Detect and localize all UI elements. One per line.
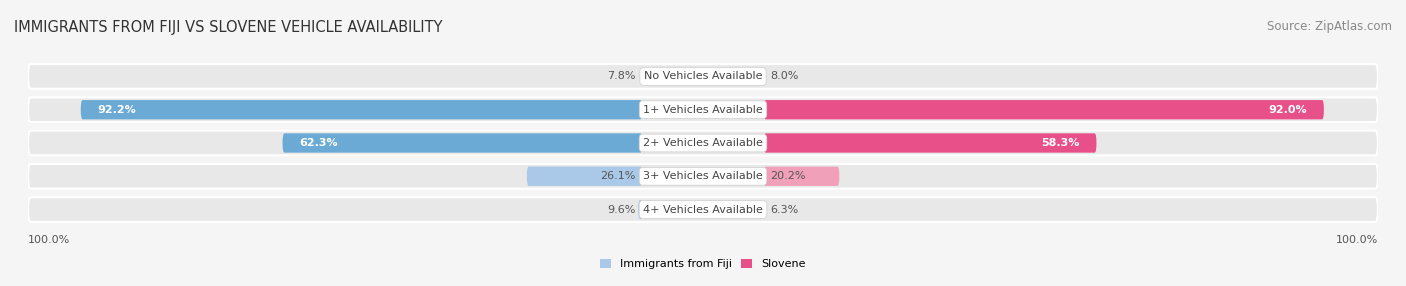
FancyBboxPatch shape [638,200,643,219]
Text: 2+ Vehicles Available: 2+ Vehicles Available [643,138,763,148]
Text: 6.3%: 6.3% [770,204,799,214]
Text: 9.6%: 9.6% [607,204,636,214]
Text: IMMIGRANTS FROM FIJI VS SLOVENE VEHICLE AVAILABILITY: IMMIGRANTS FROM FIJI VS SLOVENE VEHICLE … [14,20,443,35]
FancyBboxPatch shape [763,100,1324,119]
FancyBboxPatch shape [763,167,839,186]
FancyBboxPatch shape [283,133,643,153]
Text: Source: ZipAtlas.com: Source: ZipAtlas.com [1267,20,1392,33]
Text: 4+ Vehicles Available: 4+ Vehicles Available [643,204,763,214]
Text: 26.1%: 26.1% [600,171,636,181]
Text: 58.3%: 58.3% [1042,138,1080,148]
Text: 1+ Vehicles Available: 1+ Vehicles Available [643,105,763,115]
Text: 20.2%: 20.2% [770,171,806,181]
FancyBboxPatch shape [28,131,1378,155]
FancyBboxPatch shape [80,100,643,119]
Text: 92.2%: 92.2% [97,105,136,115]
FancyBboxPatch shape [527,167,643,186]
FancyBboxPatch shape [28,164,1378,188]
FancyBboxPatch shape [28,197,1378,222]
FancyBboxPatch shape [28,98,1378,122]
Legend: Immigrants from Fiji, Slovene: Immigrants from Fiji, Slovene [600,259,806,269]
Text: 100.0%: 100.0% [28,235,70,245]
Text: 100.0%: 100.0% [1336,235,1378,245]
Text: 7.8%: 7.8% [607,72,636,82]
Text: No Vehicles Available: No Vehicles Available [644,72,762,82]
Text: 8.0%: 8.0% [770,72,799,82]
FancyBboxPatch shape [763,133,1097,153]
Text: 62.3%: 62.3% [299,138,337,148]
Text: 3+ Vehicles Available: 3+ Vehicles Available [643,171,763,181]
Text: 92.0%: 92.0% [1268,105,1308,115]
FancyBboxPatch shape [28,64,1378,89]
